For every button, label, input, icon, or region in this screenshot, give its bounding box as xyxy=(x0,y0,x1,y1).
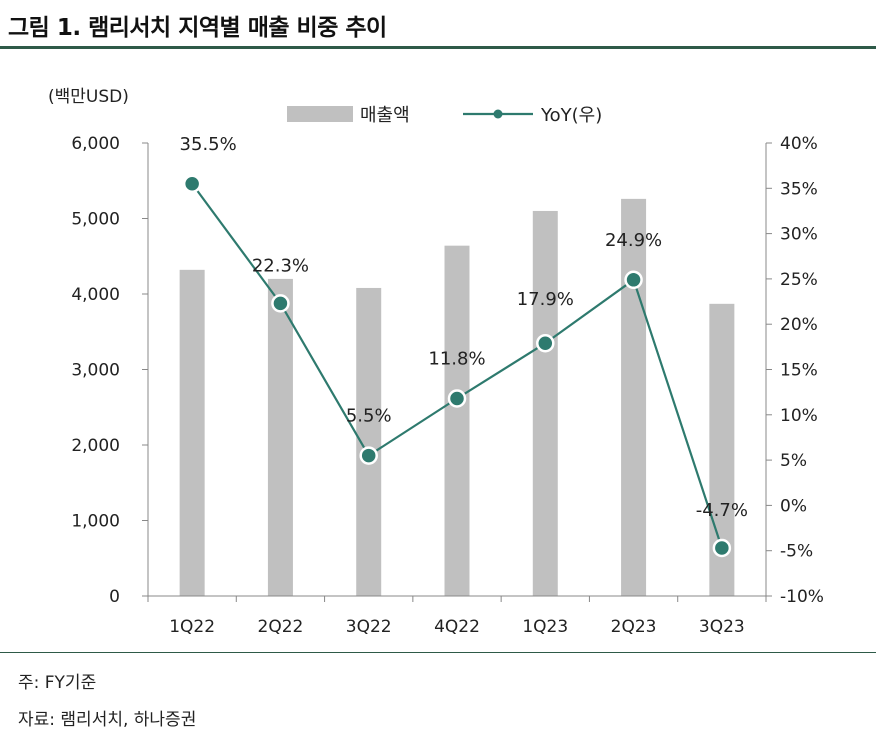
yoy-data-label: -4.7% xyxy=(696,500,748,521)
legend-bar-label: 매출액 xyxy=(360,105,410,126)
x-tick-label: 2Q22 xyxy=(258,617,304,637)
left-tick-label: 3,000 xyxy=(71,361,120,381)
yoy-data-label: 24.9% xyxy=(605,230,662,251)
right-tick-label: -5% xyxy=(780,542,813,562)
yoy-point-2q23 xyxy=(624,270,643,290)
yoy-data-label: 11.8% xyxy=(428,348,485,369)
chart: 0 1,000 2,000 3,000 4,000 5,000 6,000 -10% -5% 0%… xyxy=(48,87,824,637)
x-tick-label: 2Q23 xyxy=(611,617,657,637)
yoy-data-label: 35.5% xyxy=(180,134,237,155)
yoy-point-3q23 xyxy=(712,538,732,558)
left-tick-label: 0 xyxy=(109,587,120,607)
x-tick-label: 4Q22 xyxy=(434,617,480,637)
right-tick-label: 20% xyxy=(780,315,818,335)
left-tick-label: 2,000 xyxy=(71,436,120,456)
legend-bar-swatch xyxy=(287,106,353,122)
left-tick-label: 1,000 xyxy=(71,512,120,532)
yoy-point-3q22 xyxy=(359,446,378,465)
bar-1q23 xyxy=(532,210,558,596)
yoy-point-1q22 xyxy=(182,174,202,194)
right-tick-label: 35% xyxy=(780,179,818,199)
x-tick-label: 3Q23 xyxy=(699,617,745,637)
bar-2q22 xyxy=(267,278,293,596)
right-tick-label: 0% xyxy=(780,496,807,516)
right-tick-label: 15% xyxy=(780,361,818,381)
x-tick-label: 1Q23 xyxy=(522,617,568,637)
yoy-point-4q22 xyxy=(447,389,467,408)
source-note: 자료: 램리서치, 하나증권 xyxy=(18,710,197,730)
left-tick-label: 6,000 xyxy=(71,134,120,154)
footnote: 주: FY기준 xyxy=(18,673,97,693)
legend-line-marker xyxy=(493,109,503,119)
yoy-data-label: 17.9% xyxy=(517,289,574,310)
bar-2q23 xyxy=(621,198,647,596)
yoy-point-1q23 xyxy=(536,333,555,353)
yoy-data-label: 5.5% xyxy=(346,406,392,427)
yoy-data-label: 22.3% xyxy=(252,255,309,276)
right-tick-label: 25% xyxy=(780,270,818,290)
left-tick-label: 5,000 xyxy=(71,210,120,230)
top-rule xyxy=(0,46,876,49)
right-tick-label: 30% xyxy=(780,225,818,245)
bar-1q22 xyxy=(179,269,205,596)
left-axis-unit: (백만USD) xyxy=(48,87,129,107)
right-tick-label: 5% xyxy=(780,451,807,471)
right-tick-label: 40% xyxy=(780,134,818,154)
right-tick-label: 10% xyxy=(780,406,818,426)
bar-4q22 xyxy=(444,245,470,596)
x-tick-label: 1Q22 xyxy=(169,617,215,637)
yoy-point-2q22 xyxy=(271,294,290,313)
figure-title: 그림 1. 램리서치 지역별 매출 비중 추이 xyxy=(8,15,387,41)
legend-line-label: YoY(우) xyxy=(540,105,602,126)
x-tick-label: 3Q22 xyxy=(346,617,392,637)
bottom-rule xyxy=(0,652,876,653)
right-tick-label: -10% xyxy=(780,587,824,607)
left-tick-label: 4,000 xyxy=(71,285,120,305)
